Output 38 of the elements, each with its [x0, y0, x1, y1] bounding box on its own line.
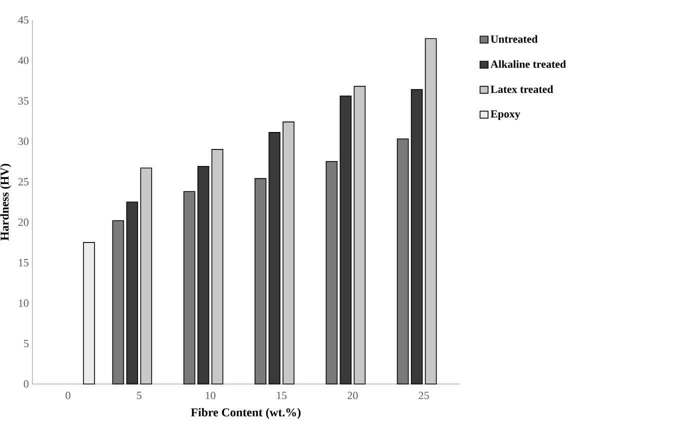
- y-tick-label: 20: [18, 218, 28, 226]
- bar: [410, 89, 423, 384]
- x-tick-label: 25: [418, 392, 429, 400]
- x-tick-label: 15: [276, 392, 287, 400]
- y-tick-label: 25: [18, 178, 28, 186]
- bar: [140, 168, 152, 384]
- legend-label: Untreated: [490, 35, 538, 43]
- x-tick-label: 20: [348, 392, 358, 400]
- y-tick-label: 0: [24, 380, 28, 388]
- bar: [354, 86, 366, 384]
- bar: [83, 242, 95, 384]
- y-tick-label: 5: [24, 340, 28, 348]
- bar: [424, 38, 437, 384]
- x-tick-label: 10: [206, 392, 216, 400]
- y-tick-label: 40: [18, 56, 28, 64]
- y-axis-title: Hardness (HV): [0, 164, 12, 240]
- bar: [183, 191, 196, 384]
- x-axis-title: Fibre Content (wt.%): [190, 408, 301, 419]
- legend-label: Epoxy: [490, 110, 520, 120]
- bar: [112, 220, 124, 384]
- x-tick-label: 0: [66, 392, 70, 400]
- y-tick-label: 15: [18, 258, 28, 266]
- bar: [197, 166, 210, 384]
- legend-label: Alkaline treated: [490, 60, 566, 68]
- bar: [211, 149, 224, 384]
- bar: [254, 178, 266, 384]
- y-tick-label: 45: [18, 16, 28, 24]
- y-tick-label: 30: [18, 138, 28, 146]
- bar: [396, 138, 409, 384]
- y-tick-label: 35: [18, 97, 28, 105]
- legend-label: Latex treated: [490, 85, 554, 93]
- bar: [268, 132, 280, 384]
- bar: [126, 202, 138, 384]
- x-tick-label: 5: [137, 392, 142, 400]
- bar: [282, 122, 294, 384]
- bar: [326, 161, 338, 384]
- y-tick-label: 10: [18, 299, 28, 307]
- bar: [340, 96, 352, 384]
